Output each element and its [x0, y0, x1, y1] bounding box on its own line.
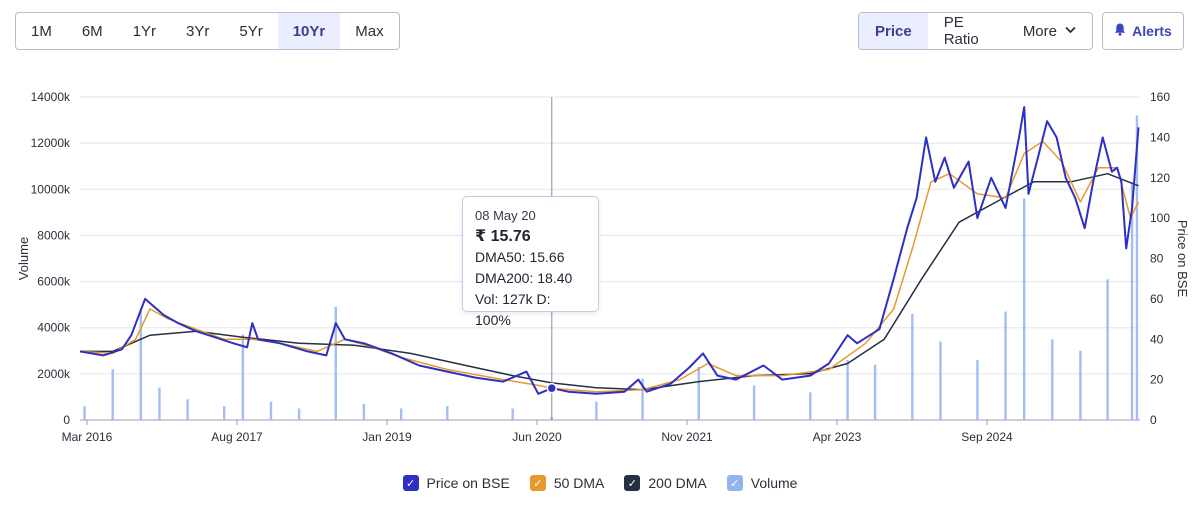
range-button-max[interactable]: Max [355, 22, 384, 40]
checkbox-icon: ✓ [726, 475, 743, 491]
x-tick-label: Sep 2024 [961, 430, 1013, 444]
y-left-tick-label: 4000k [37, 321, 71, 335]
volume-bar [846, 360, 849, 420]
y-right-tick-label: 40 [1150, 332, 1164, 346]
volume-bar [752, 385, 756, 420]
tooltip-price: ₹ 15.76 [475, 228, 531, 245]
volume-bar [1135, 115, 1139, 420]
y-right-tick-label: 160 [1150, 90, 1170, 104]
metric-selector: Price PE Ratio More [858, 12, 1093, 50]
range-button-3yr[interactable]: 3Yr [186, 22, 210, 40]
y-left-tick-label: 8000k [37, 228, 71, 242]
y-right-axis-title: Price on BSE [1175, 220, 1190, 298]
bell-icon [1114, 23, 1132, 39]
volume-bar [334, 306, 337, 420]
series-line-price-on-bse [79, 106, 1140, 395]
x-tick-label: Apr 2023 [813, 430, 862, 444]
range-button-1m[interactable]: 1M [31, 22, 52, 40]
y-left-tick-label: 0 [63, 413, 70, 427]
y-right-tick-label: 20 [1150, 373, 1164, 387]
volume-bar [223, 406, 226, 420]
volume-bar [1004, 311, 1007, 420]
checkbox-icon: ✓ [529, 475, 546, 491]
volume-bar [241, 334, 245, 420]
volume-bar [83, 406, 86, 420]
x-tick-label: Jan 2019 [362, 430, 412, 444]
volume-bar [139, 309, 143, 420]
range-button-6m[interactable]: 6M [81, 22, 103, 40]
volume-bar [939, 341, 942, 420]
legend-label: Price on BSE [426, 475, 510, 491]
range-button-10yr[interactable]: 10Yr [277, 13, 341, 49]
more-label: More [1022, 22, 1057, 40]
checkbox-icon: ✓ [624, 475, 641, 491]
volume-bar [158, 387, 161, 420]
more-dropdown[interactable]: More [1007, 13, 1092, 49]
checkbox-icon: ✓ [402, 475, 419, 491]
volume-bar [1022, 198, 1026, 420]
time-range-selector: 1M 6M 1Yr 3Yr 5Yr 10Yr Max [15, 12, 400, 50]
tooltip-dma200: DMA200: 18.40 [475, 270, 573, 286]
y-left-tick-label: 12000k [31, 136, 71, 150]
volume-bar [511, 408, 514, 420]
volume-bar [446, 406, 449, 420]
volume-bar [186, 399, 189, 420]
volume-bar [362, 403, 366, 420]
legend-item-volume[interactable]: ✓ Volume [726, 475, 798, 491]
pe-ratio-button[interactable]: PE Ratio [943, 14, 979, 48]
volume-bar [809, 392, 812, 420]
volume-bar [1079, 350, 1082, 420]
legend-label: Volume [750, 475, 798, 491]
x-tick-label: Aug 2017 [211, 430, 263, 444]
range-button-1yr[interactable]: 1Yr [132, 22, 157, 40]
y-right-tick-label: 60 [1150, 292, 1164, 306]
tooltip-dma50: DMA50: 15.66 [475, 249, 565, 265]
y-left-tick-label: 2000k [37, 367, 71, 381]
legend-label: 200 DMA [648, 475, 707, 491]
y-left-tick-label: 14000k [31, 90, 71, 104]
y-right-tick-label: 80 [1150, 252, 1164, 266]
volume-bar [1051, 339, 1054, 420]
legend-item-50-dma[interactable]: ✓ 50 DMA [529, 475, 605, 491]
y-right-tick-label: 0 [1150, 413, 1157, 427]
y-left-tick-label: 6000k [37, 275, 71, 289]
y-left-axis-title: Volume [16, 237, 31, 280]
volume-bar [1130, 182, 1134, 420]
legend-item-price-on-bse[interactable]: ✓ Price on BSE [402, 475, 510, 491]
chevron-down-icon [1065, 25, 1076, 37]
y-right-tick-label: 100 [1150, 211, 1170, 225]
x-tick-label: Jun 2020 [512, 430, 562, 444]
tooltip-volume-row: Vol: 127k D: 100% [475, 289, 586, 331]
volume-bar [1106, 279, 1109, 420]
chart-legend: ✓ Price on BSE ✓ 50 DMA ✓ 200 DMA ✓ Volume [0, 470, 1200, 496]
volume-bar [269, 401, 273, 420]
y-right-tick-label: 140 [1150, 130, 1170, 144]
x-tick-label: Mar 2016 [62, 430, 113, 444]
volume-bar [976, 360, 979, 420]
tooltip-date: 08 May 20 [475, 208, 536, 223]
range-button-5yr[interactable]: 5Yr [239, 22, 263, 40]
tooltip-volume: Vol: 127k [475, 291, 533, 307]
tooltip-delivery: D: 100% [475, 291, 551, 328]
alerts-label: Alerts [1132, 23, 1172, 39]
price-button[interactable]: Price [859, 13, 928, 49]
volume-bar [697, 366, 700, 420]
x-tick-label: Nov 2021 [661, 430, 713, 444]
series-line-50-dma [79, 140, 1140, 393]
volume-bar [297, 408, 301, 420]
y-left-tick-label: 10000k [31, 182, 71, 196]
volume-bar [111, 369, 114, 420]
volume-bar [873, 364, 877, 420]
alerts-button[interactable]: Alerts [1102, 12, 1184, 50]
legend-item-200-dma[interactable]: ✓ 200 DMA [624, 475, 707, 491]
volume-bar [399, 408, 403, 420]
hover-marker [546, 382, 558, 394]
volume-bar [641, 378, 644, 420]
chart-tooltip: 08 May 20 ₹ 15.76 DMA50: 15.66 DMA200: 1… [462, 196, 599, 328]
volume-bar [911, 313, 914, 420]
volume-bar [595, 401, 598, 420]
legend-label: 50 DMA [553, 475, 605, 491]
y-right-tick-label: 120 [1150, 171, 1170, 185]
